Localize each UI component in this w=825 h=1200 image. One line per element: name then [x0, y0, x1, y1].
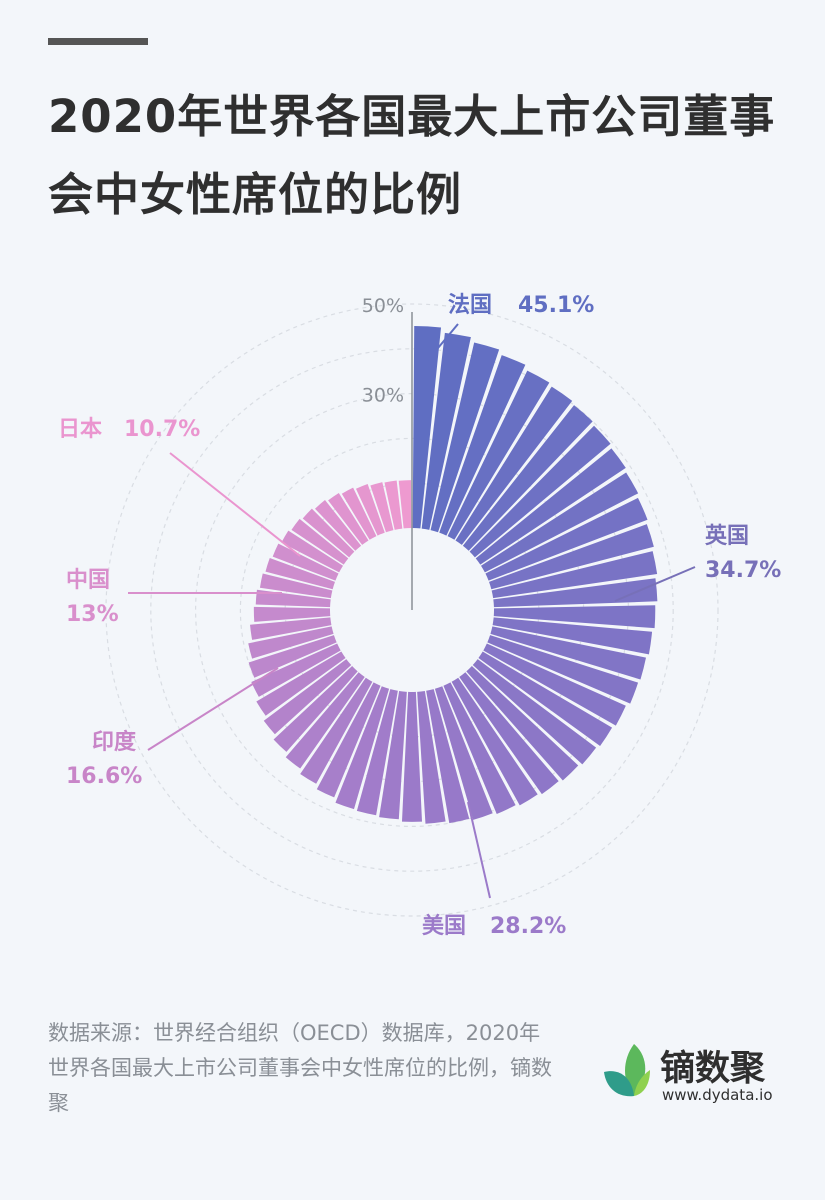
chart-bar	[478, 651, 613, 746]
top-accent-bar	[48, 38, 148, 45]
chart-bar	[462, 405, 593, 551]
brand-url: www.dydata.io	[662, 1086, 773, 1104]
chart-bar	[480, 472, 639, 573]
chart-bar	[316, 682, 381, 798]
value-label: 28.2%	[490, 914, 566, 939]
chart-bar	[300, 677, 373, 784]
chart-bar	[315, 500, 362, 551]
chart-bar	[335, 686, 390, 810]
tick-label: 30%	[362, 385, 404, 407]
leaf-logo-icon	[604, 1044, 650, 1097]
grid-ring	[150, 348, 674, 872]
chart-bar	[248, 626, 334, 659]
country-label: 法国	[448, 293, 492, 318]
page-title: 2020年世界各国最大上市公司董事会中女性席位的比例	[48, 90, 776, 221]
polar-bar-chart: 30% 50% 法国 45.1% 英国 34.7% 美国 28.2% 印度 16.6% 中国 13%…	[58, 293, 781, 939]
grid-ring	[105, 303, 719, 917]
chart-bar	[412, 325, 442, 529]
chart-bar	[401, 691, 423, 822]
chart-bar	[253, 606, 331, 622]
chart-bar	[430, 342, 500, 533]
chart-bar	[259, 573, 333, 599]
chart-bar	[475, 448, 626, 565]
chart-bar	[489, 524, 654, 590]
chart-bar	[370, 482, 394, 533]
chart-bar	[472, 659, 597, 765]
chart-bar	[483, 643, 626, 726]
chart-bar	[469, 425, 611, 558]
value-label: 10.7%	[124, 417, 200, 442]
brand: 镝数聚 www.dydata.io	[600, 1040, 800, 1110]
chart-bar	[426, 689, 470, 824]
chart-bar	[256, 651, 346, 716]
chart-bar	[485, 497, 648, 581]
chart-bar	[273, 666, 358, 752]
chart-bar	[285, 672, 365, 769]
chart-bar	[447, 370, 550, 540]
chart-bar	[490, 626, 647, 680]
country-label: 英国	[705, 524, 749, 549]
leader-line	[467, 801, 491, 899]
chart-bar	[421, 332, 471, 530]
chart-bar	[451, 677, 538, 806]
chart-bar	[379, 690, 407, 820]
value-label: 34.7%	[705, 558, 781, 583]
chart-bar	[493, 605, 656, 629]
chart-bar	[272, 543, 339, 581]
country-label: 日本	[58, 417, 102, 442]
chart-bar	[291, 518, 349, 565]
value-label: 45.1%	[518, 293, 594, 318]
chart-bar	[355, 484, 385, 536]
chart-bar	[302, 508, 355, 558]
country-label: 印度	[92, 729, 137, 755]
leader-line	[427, 323, 459, 361]
country-label: 中国	[66, 568, 110, 593]
value-label: 16.6%	[66, 764, 142, 789]
chart-bar	[459, 672, 559, 795]
chart-bar	[251, 643, 341, 697]
axis-layer: 30% 50%	[362, 295, 413, 610]
country-label: 美国	[422, 913, 466, 939]
value-label: 13%	[66, 602, 119, 627]
leader-line	[147, 667, 279, 751]
chart-bar	[356, 689, 398, 816]
brand-name: 镝数聚	[660, 1049, 766, 1089]
chart-bar	[417, 690, 446, 824]
chart-bar	[398, 480, 412, 529]
leader-line	[614, 566, 696, 602]
chart-bar	[384, 480, 403, 530]
chart-bar	[265, 558, 335, 590]
chart-bar	[248, 635, 337, 678]
source-note: 数据来源：世界经合组织（OECD）数据库，2020年世界各国最大上市公司董事会中…	[48, 1021, 552, 1115]
chart-bar	[250, 617, 332, 640]
chart-bar	[328, 493, 369, 545]
chart-bar	[255, 589, 331, 608]
chart-bar	[281, 530, 344, 573]
bar-layer	[248, 325, 658, 824]
chart-bar	[491, 551, 658, 599]
chart-bar	[455, 386, 573, 545]
tick-label: 50%	[362, 295, 404, 317]
label-layer: 法国 45.1% 英国 34.7% 美国 28.2% 印度 16.6% 中国 13% 日本 10.7%	[58, 293, 781, 939]
chart-bar	[466, 666, 579, 781]
chart-bar	[341, 487, 377, 540]
chart-bar	[434, 686, 493, 820]
chart-bar	[443, 682, 516, 814]
leader-line	[169, 452, 301, 557]
chart-bar	[263, 659, 352, 735]
chart-bar	[492, 617, 653, 655]
chart-bar	[439, 355, 526, 536]
chart-bar	[487, 635, 639, 704]
